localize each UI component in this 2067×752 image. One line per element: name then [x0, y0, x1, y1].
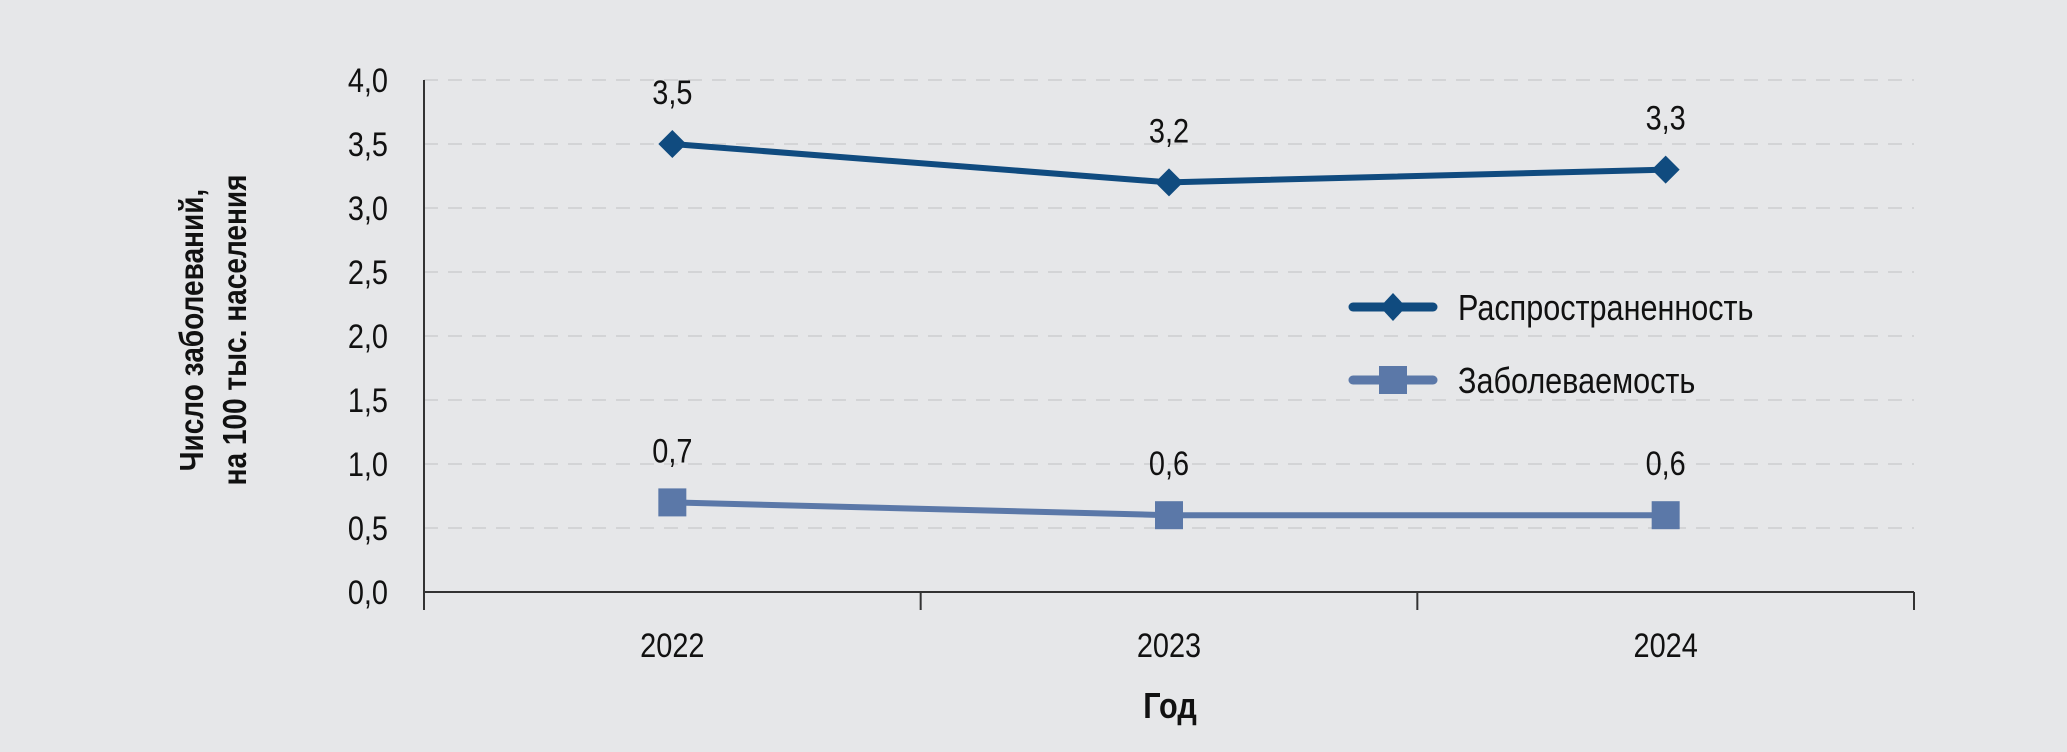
x-axis-title: Год [1143, 687, 1197, 727]
legend-label: Распространенность [1458, 289, 1753, 329]
y-tick-label: 2,0 [348, 317, 388, 356]
data-label: 3,5 [652, 73, 692, 112]
y-axis-title-line2: на 100 тыс. населения [217, 175, 254, 486]
y-tick-label: 1,5 [348, 381, 388, 420]
data-point-square [1651, 501, 1680, 530]
data-label: 0,7 [652, 431, 692, 470]
x-tick-label: 2024 [1634, 626, 1698, 665]
legend-label: Заболеваемость [1458, 362, 1695, 402]
data-label: 0,6 [1646, 444, 1686, 483]
y-tick-label: 2,5 [348, 253, 388, 292]
y-tick-label: 0,0 [348, 573, 388, 612]
data-point-diamond [658, 130, 687, 158]
data-label: 3,2 [1149, 111, 1189, 150]
data-point-square [658, 488, 687, 517]
series [658, 130, 1680, 530]
y-axis-title-line1: Число заболеваний, [174, 189, 211, 471]
legend: Распространенность Заболеваемость [1348, 289, 1753, 402]
labels: 0,0 0,5 1,0 1,5 2,0 2,5 3,0 3,5 4,0 2022 2023 2024 3… [348, 61, 1698, 665]
y-tick-label: 4,0 [348, 61, 388, 100]
data-point-diamond [1155, 168, 1183, 197]
x-tick-label: 2023 [1137, 626, 1201, 665]
y-tick-label: 3,0 [348, 189, 388, 228]
legend-square-icon [1379, 366, 1407, 394]
legend-diamond-icon [1380, 293, 1406, 321]
y-tick-label: 1,0 [348, 445, 388, 484]
data-point-square [1155, 501, 1183, 530]
x-tick-label: 2022 [640, 626, 704, 665]
data-point-diamond [1651, 155, 1680, 184]
data-label: 3,3 [1646, 98, 1686, 137]
data-label: 0,6 [1149, 444, 1189, 483]
y-tick-label: 0,5 [348, 509, 388, 548]
y-tick-label: 3,5 [348, 125, 388, 164]
axes [423, 80, 1915, 610]
